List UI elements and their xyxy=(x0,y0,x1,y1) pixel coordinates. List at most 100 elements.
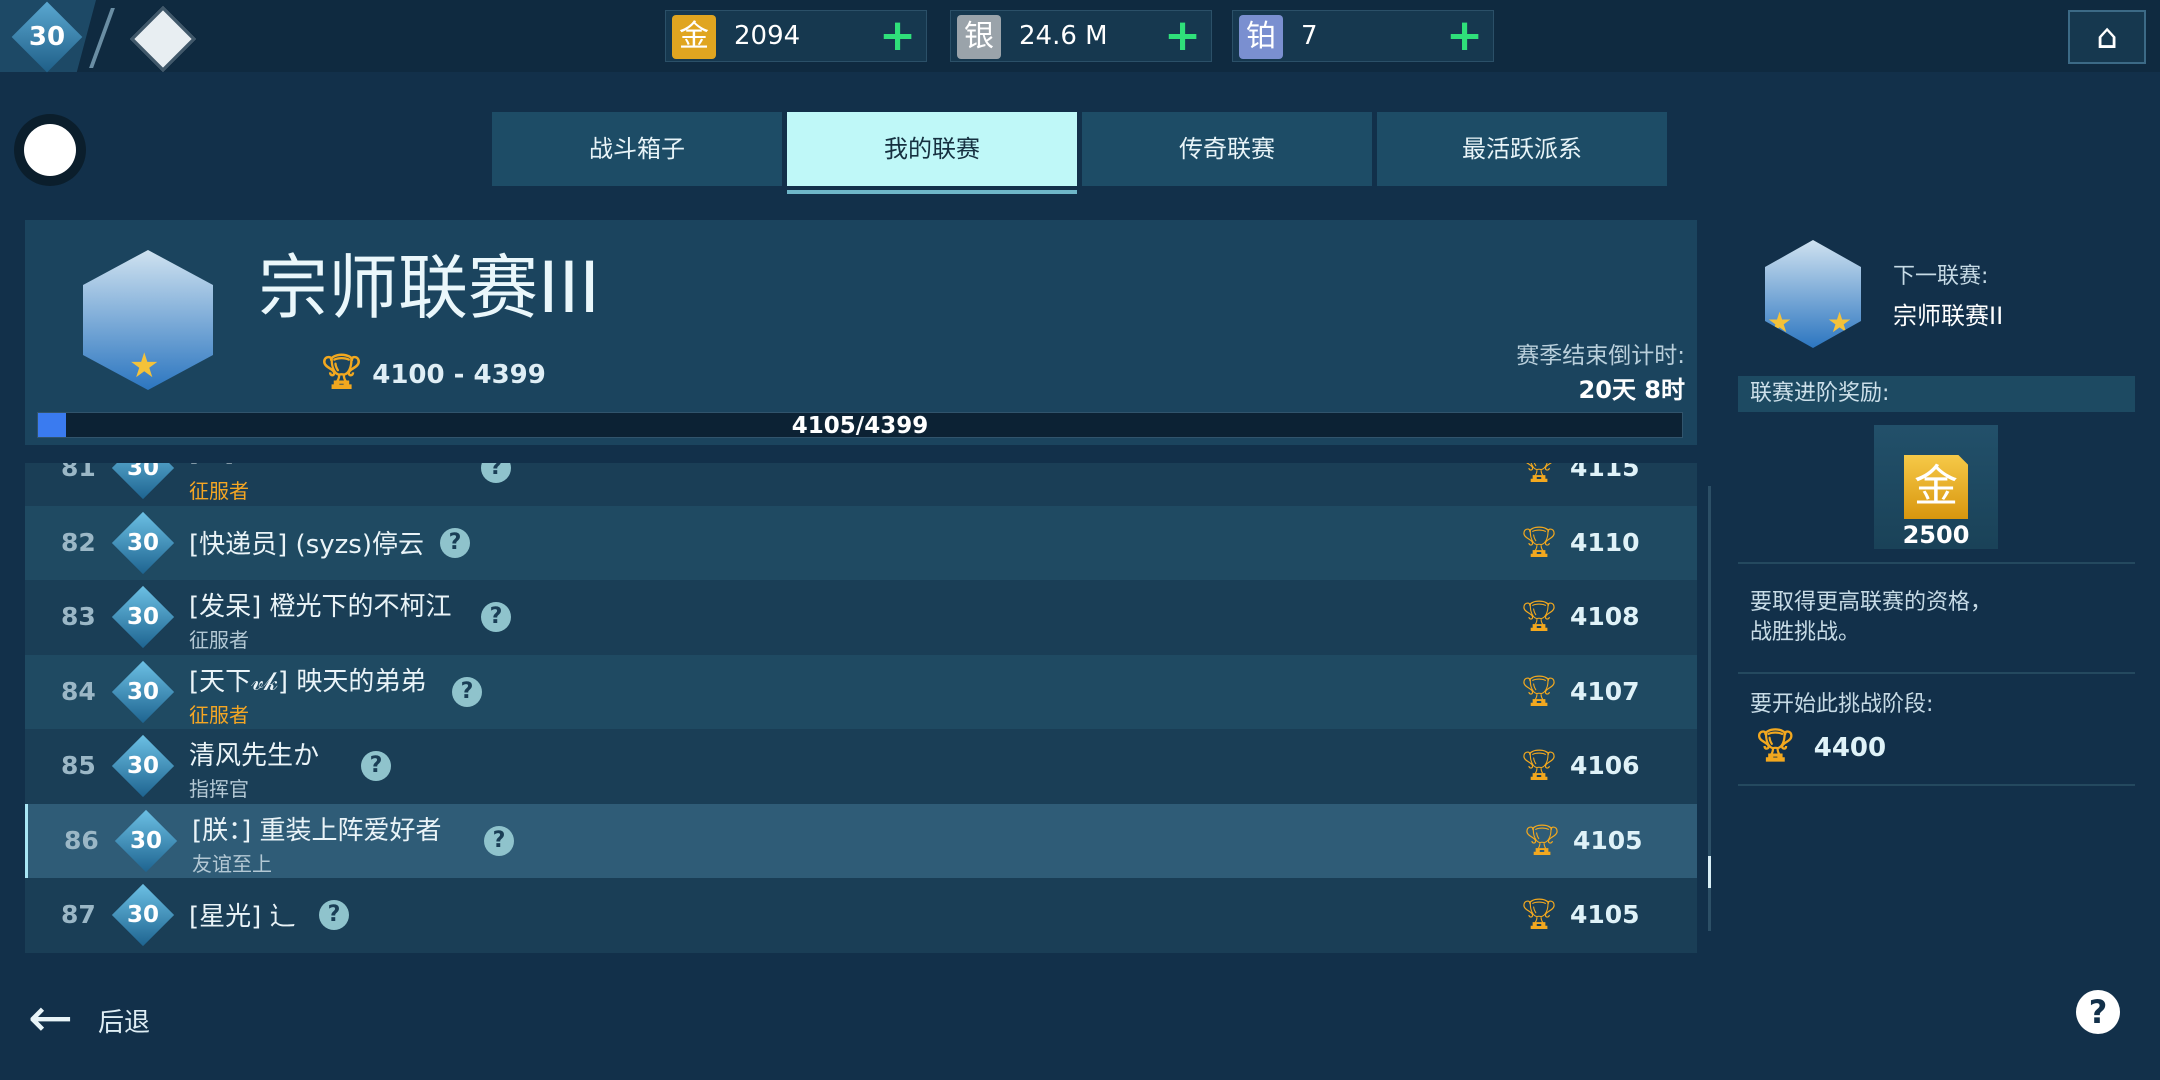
progress-text: 4105/4399 xyxy=(791,413,929,439)
next-league-badge-icon: ★ ★ xyxy=(1765,240,1861,348)
tab-3[interactable]: 最活跃派系 xyxy=(1377,112,1667,186)
rank: 84 xyxy=(61,676,96,706)
table-row[interactable]: 82 30 [快递员] (syzs)停云 ? 🏆︎ 4110 xyxy=(25,505,1697,580)
next-league-label: 下一联赛: xyxy=(1893,264,1989,289)
score: 4115 xyxy=(1570,463,1640,482)
player-level: 30 xyxy=(126,902,159,928)
currency-1: 银 24.6 M + xyxy=(950,10,1212,62)
info-icon[interactable]: ? xyxy=(484,825,514,856)
player-name: [...] xyxy=(189,463,234,467)
reward-item[interactable]: 金 2500 xyxy=(1874,425,1998,549)
tab-0[interactable]: 战斗箱子 xyxy=(492,112,782,186)
divider xyxy=(1738,562,2135,564)
player-title: 友谊至上 xyxy=(192,851,272,876)
info-icon[interactable]: ? xyxy=(440,527,470,558)
garage-button[interactable]: ⌂ xyxy=(2068,10,2146,64)
scrollbar-thumb[interactable] xyxy=(1708,856,1711,888)
rank: 82 xyxy=(61,527,96,557)
trophy-icon: 🏆︎ xyxy=(1520,673,1559,709)
player-level: 30 xyxy=(126,678,159,705)
table-row[interactable]: 81 30 [...] 征服者 ? 🏆︎ 4115 xyxy=(25,463,1697,506)
rank: 81 xyxy=(61,463,96,482)
currency-value: 24.6 M xyxy=(1019,21,1108,51)
floating-button[interactable] xyxy=(14,114,86,186)
rank: 87 xyxy=(61,900,96,929)
trophy-icon: 🏆︎ xyxy=(1755,726,1796,764)
player-level: 30 xyxy=(126,529,159,556)
reward-amount: 2500 xyxy=(1902,521,1970,549)
divider xyxy=(1738,672,2135,674)
player-name: 清风先生か xyxy=(189,741,320,771)
trophy-icon: 🏆︎ xyxy=(320,352,364,392)
score: 4105 xyxy=(1573,825,1643,855)
table-row[interactable]: 83 30 [发呆] 橙光下的不柯江 征服者 ? 🏆︎ 4108 xyxy=(25,580,1697,655)
rank: 85 xyxy=(61,751,96,780)
info-icon[interactable]: ? xyxy=(481,602,511,632)
table-row[interactable]: 86 30 [朕：] 重装上阵爱好者 友谊至上 ? 🏆︎ 4105 xyxy=(25,803,1697,878)
tab-1[interactable]: 我的联赛 xyxy=(787,112,1077,186)
info-icon[interactable]: ? xyxy=(452,676,482,707)
table-row[interactable]: 87 30 [星光] ⻌ ? 🏆︎ 4105 xyxy=(25,878,1697,953)
rank: 86 xyxy=(64,825,99,855)
league-header xyxy=(25,220,1697,445)
help-button[interactable]: ? xyxy=(2076,990,2120,1034)
trophy-icon: 🏆︎ xyxy=(1520,599,1559,634)
currency-icon: 铂 xyxy=(1239,15,1283,59)
player-title: 征服者 xyxy=(189,628,249,652)
rank: 83 xyxy=(61,602,96,631)
leaderboard-list[interactable]: 81 30 [...] 征服者 ? 🏆︎ 4115 82 30 [快递员] (s… xyxy=(25,463,1697,953)
reward-section-label: 联赛进阶奖励: xyxy=(1738,376,2135,412)
next-league-name: 宗师联赛II xyxy=(1893,302,2004,330)
trophy-icon: 🏆︎ xyxy=(1520,748,1559,783)
player-level: 30 xyxy=(126,463,159,481)
active-tab-indicator xyxy=(787,190,1077,194)
info-icon[interactable]: ? xyxy=(361,751,391,781)
score: 4105 xyxy=(1570,900,1640,929)
player-name: [快递员] (syzs)停云 xyxy=(189,529,424,560)
countdown-label: 赛季结束倒计时: xyxy=(1516,343,1685,369)
garage-icon: ⌂ xyxy=(2096,17,2118,57)
trophy-progress-bar: 4105/4399 xyxy=(37,412,1683,439)
divider xyxy=(1738,784,2135,786)
player-level: 30 xyxy=(129,827,162,854)
player-name: [朕：] 重装上阵爱好者 xyxy=(192,815,442,846)
add-currency-button[interactable]: + xyxy=(879,10,916,61)
player-name: [天下𝓋𝓀] 映天的弟弟 xyxy=(189,666,427,697)
player-level: 30 xyxy=(126,604,159,630)
trophy-icon: 🏆︎ xyxy=(1520,897,1559,932)
currency-2: 铂 7 + xyxy=(1232,10,1494,62)
player-title: 征服者 xyxy=(189,702,249,727)
gold-icon: 金 xyxy=(1904,455,1968,519)
add-currency-button[interactable]: + xyxy=(1446,10,1483,61)
trophy-range: 🏆︎ 4100 - 4399 xyxy=(320,352,546,392)
info-icon[interactable]: ? xyxy=(481,463,511,483)
currency-icon: 金 xyxy=(672,15,716,59)
player-name: [发呆] 橙光下的不柯江 xyxy=(189,592,452,622)
trophy-icon: 🏆︎ xyxy=(1520,463,1559,485)
back-arrow-icon[interactable]: ← xyxy=(28,986,74,1049)
player-level: 30 xyxy=(126,753,159,779)
add-currency-button[interactable]: + xyxy=(1164,10,1201,61)
trophy-icon: 🏆︎ xyxy=(1520,524,1559,560)
qualify-description: 要取得更高联赛的资格，战胜挑战。 xyxy=(1750,590,1993,645)
league-title: 宗师联赛III xyxy=(258,247,600,329)
score: 4106 xyxy=(1570,751,1640,780)
progress-fill xyxy=(38,413,66,437)
back-button[interactable]: 后退 xyxy=(98,1008,151,1038)
scrollbar[interactable] xyxy=(1708,486,1711,931)
player-level: 30 xyxy=(28,22,66,52)
start-stage-label: 要开始此挑战阶段: xyxy=(1750,692,1934,717)
currency-value: 7 xyxy=(1301,21,1318,51)
score: 4110 xyxy=(1570,527,1640,557)
league-badge-icon: ★ xyxy=(83,250,213,390)
countdown-value: 20天 8时 xyxy=(1578,376,1685,404)
currency-0: 金 2094 + xyxy=(665,10,927,62)
start-stage-score: 🏆︎ 4400 xyxy=(1755,726,1887,764)
score: 4107 xyxy=(1570,676,1640,706)
tab-2[interactable]: 传奇联赛 xyxy=(1082,112,1372,186)
info-icon[interactable]: ? xyxy=(319,900,349,930)
table-row[interactable]: 84 30 [天下𝓋𝓀] 映天的弟弟 征服者 ? 🏆︎ 4107 xyxy=(25,654,1697,729)
trophy-icon: 🏆︎ xyxy=(1523,822,1562,858)
table-row[interactable]: 85 30 清风先生か 指挥官 ? 🏆︎ 4106 xyxy=(25,729,1697,804)
player-name: [星光] ⻌ xyxy=(189,902,296,932)
